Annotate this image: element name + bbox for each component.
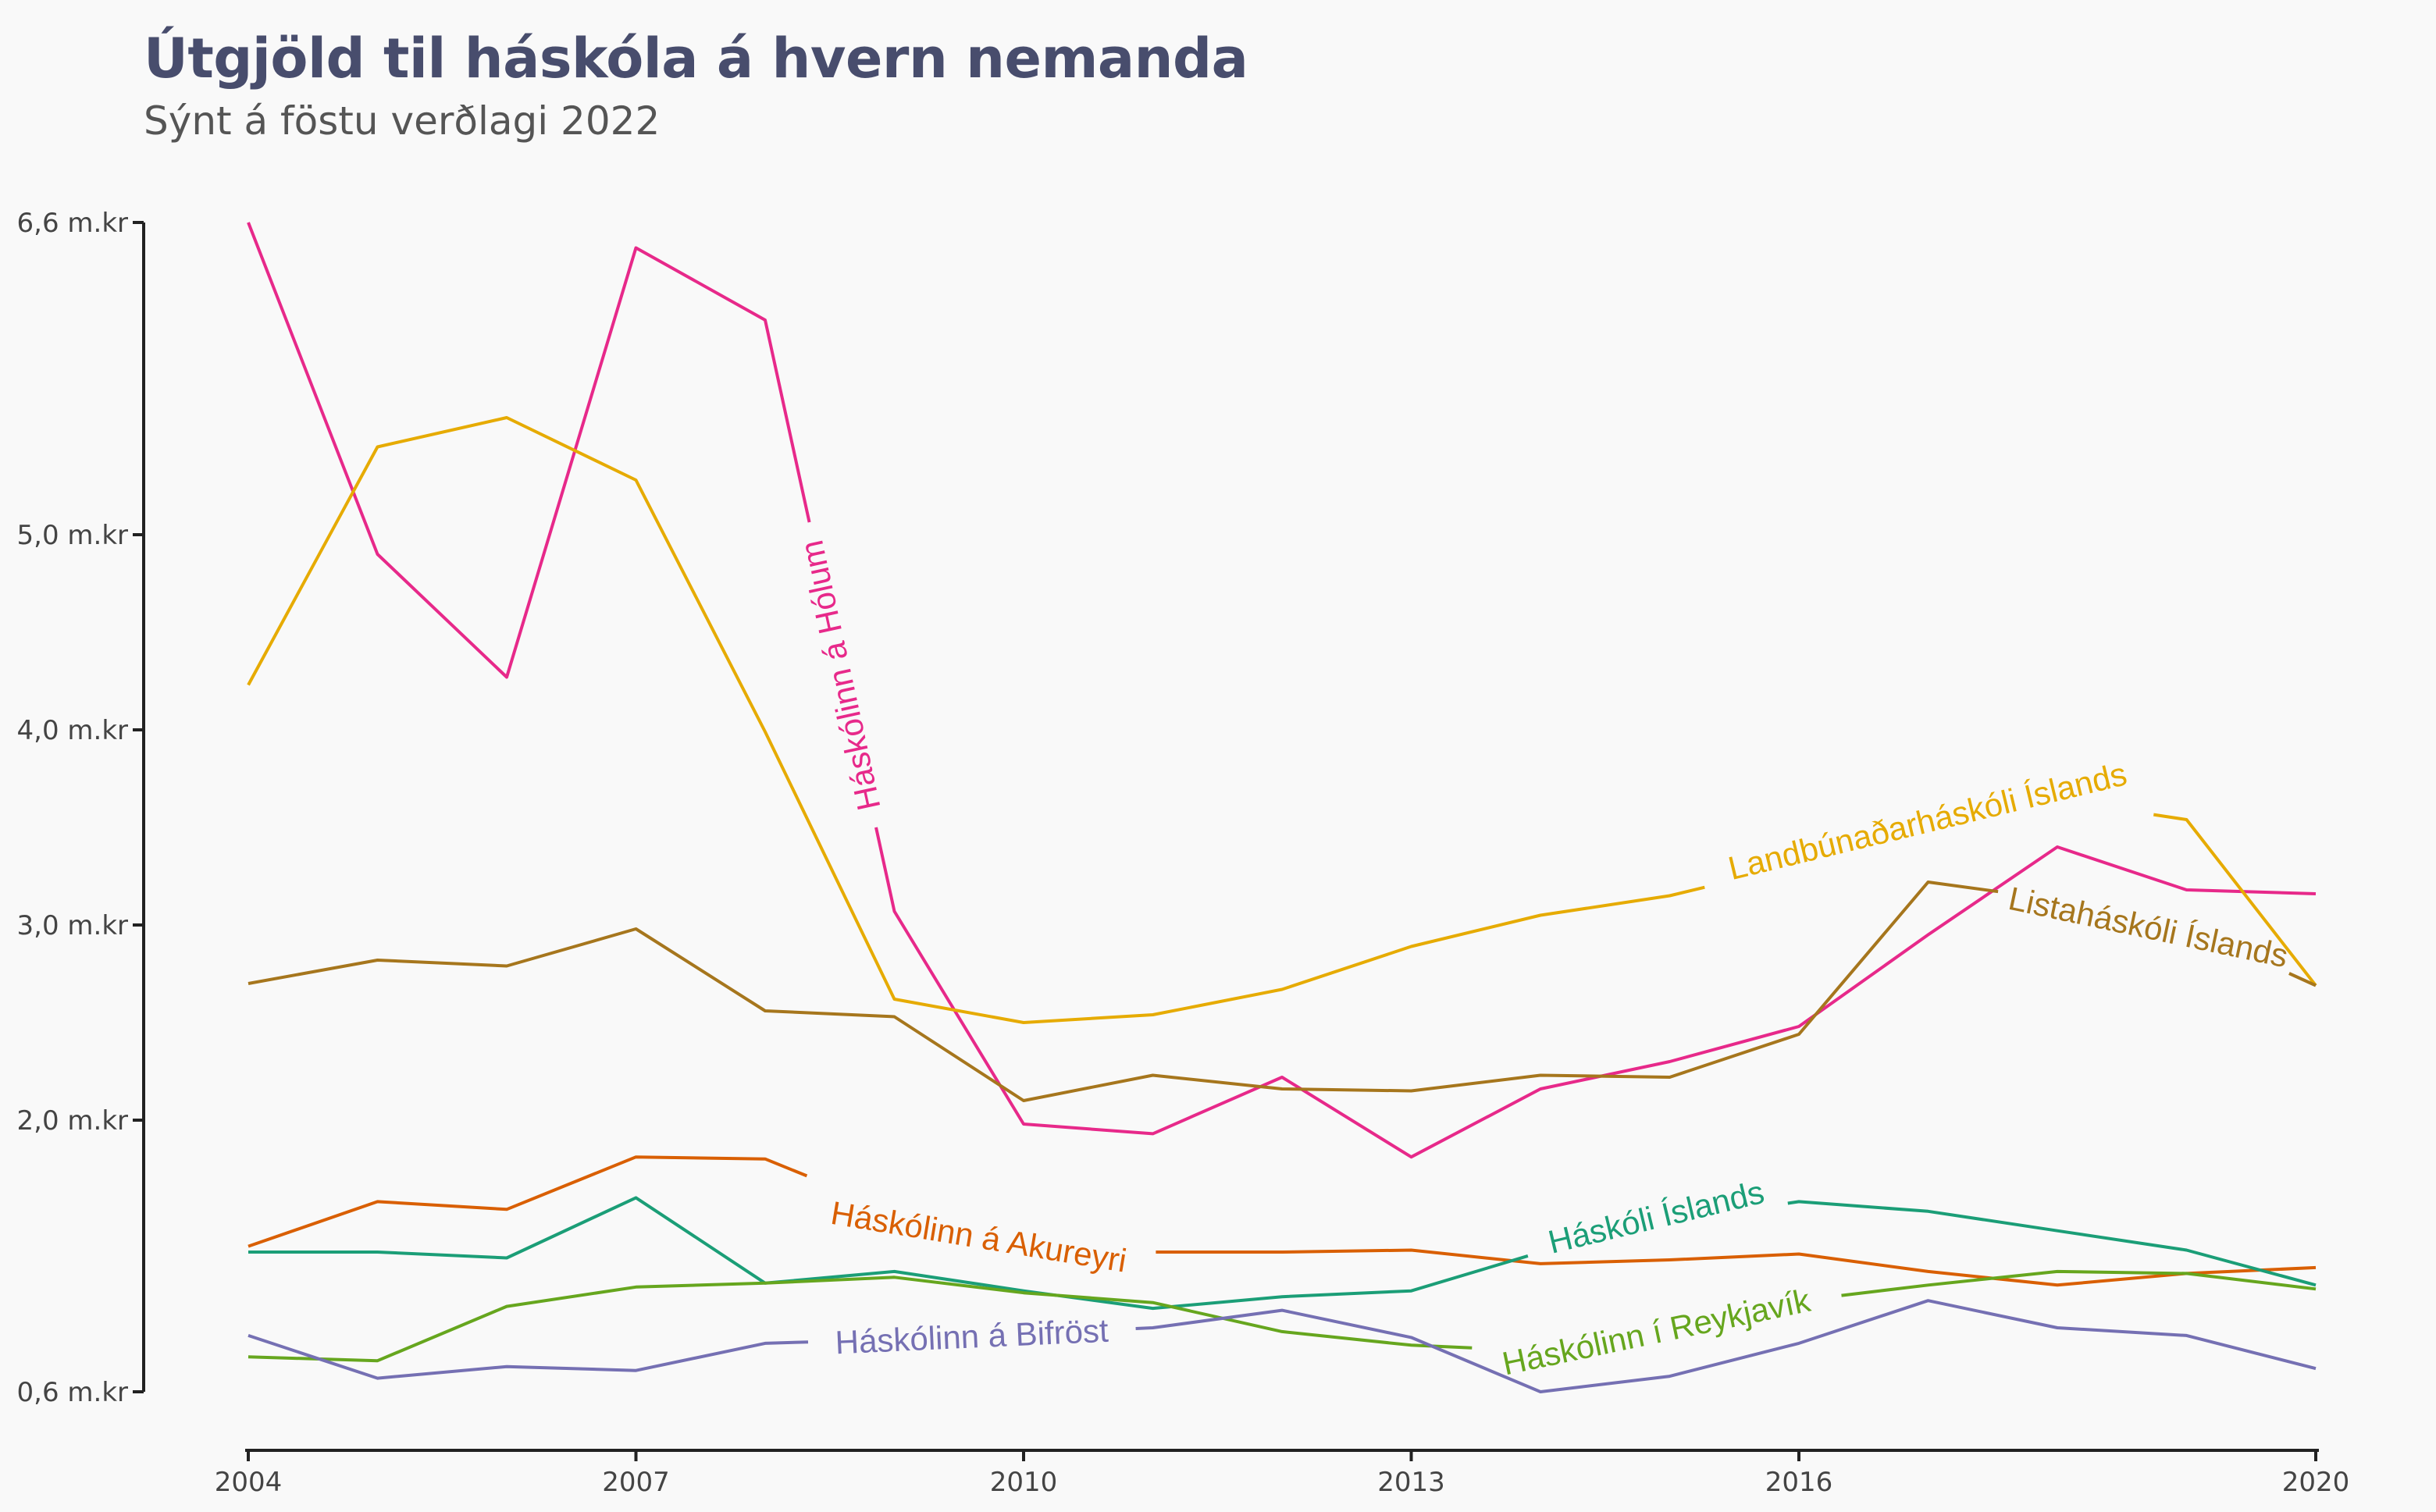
series-line-1 xyxy=(247,416,1705,1024)
series-line-3 xyxy=(1156,1248,2317,1287)
series-label-4: Háskóli Íslands xyxy=(1544,1173,1768,1261)
series-line-0 xyxy=(247,222,811,679)
series-line-2 xyxy=(2288,972,2317,987)
y-tick-label: 0,6 m.kr xyxy=(17,1377,128,1408)
y-tick-label: 2,0 m.kr xyxy=(17,1105,128,1137)
series-label-6: Háskólinn á Bifröst xyxy=(835,1312,1109,1361)
y-tick-label: 3,0 m.kr xyxy=(17,910,128,941)
x-tick-label: 2016 xyxy=(1765,1467,1833,1498)
series-lines xyxy=(247,222,2317,1393)
y-tick-label: 5,0 m.kr xyxy=(17,520,128,551)
series-line-6 xyxy=(248,1334,809,1380)
x-tick-label: 2020 xyxy=(2282,1467,2350,1498)
y-tick-label: 4,0 m.kr xyxy=(17,715,128,746)
series-line-3 xyxy=(248,1155,808,1248)
x-tick-label: 2013 xyxy=(1377,1467,1445,1498)
y-axis: 0,6 m.kr 2,0 m.kr 3,0 m.kr 4,0 m.kr 5,0 m.kr… xyxy=(17,208,145,1408)
series-label-2: Listaháskóli Íslands xyxy=(2006,880,2292,974)
x-tick-label: 2010 xyxy=(990,1467,1058,1498)
x-tick-label: 2007 xyxy=(602,1467,670,1498)
series-label-1: Landbúnaðarháskóli Íslands xyxy=(1725,755,2130,887)
series-line-5 xyxy=(248,1275,1473,1363)
series-line-6 xyxy=(1135,1299,2317,1393)
x-axis: 2004 2007 2010 2013 2016 2020 xyxy=(215,1449,2350,1498)
series-line-5 xyxy=(1841,1269,2317,1297)
series-label-5: Háskólinn í Reykjavík xyxy=(1499,1282,1815,1382)
series-labels: Háskólinn á Hólum Landbúnaðarháskóli Ísla… xyxy=(792,537,2291,1382)
chart-title: Útgjöld til háskóla á hvern nemanda xyxy=(144,27,1248,91)
series-label-0: Háskólinn á Hólum xyxy=(792,537,887,813)
series-line-4 xyxy=(1787,1200,2317,1287)
series-line-0 xyxy=(874,827,2317,1159)
x-tick-label: 2004 xyxy=(215,1467,283,1498)
series-line-2 xyxy=(248,881,1999,1102)
series-line-4 xyxy=(248,1196,1529,1311)
y-tick-label: 6,6 m.kr xyxy=(17,208,128,239)
chart-subtitle: Sýnt á föstu verðlagi 2022 xyxy=(144,98,661,144)
series-label-3: Háskólinn á Akureyri xyxy=(828,1194,1129,1279)
series-line-1 xyxy=(2153,813,2317,987)
